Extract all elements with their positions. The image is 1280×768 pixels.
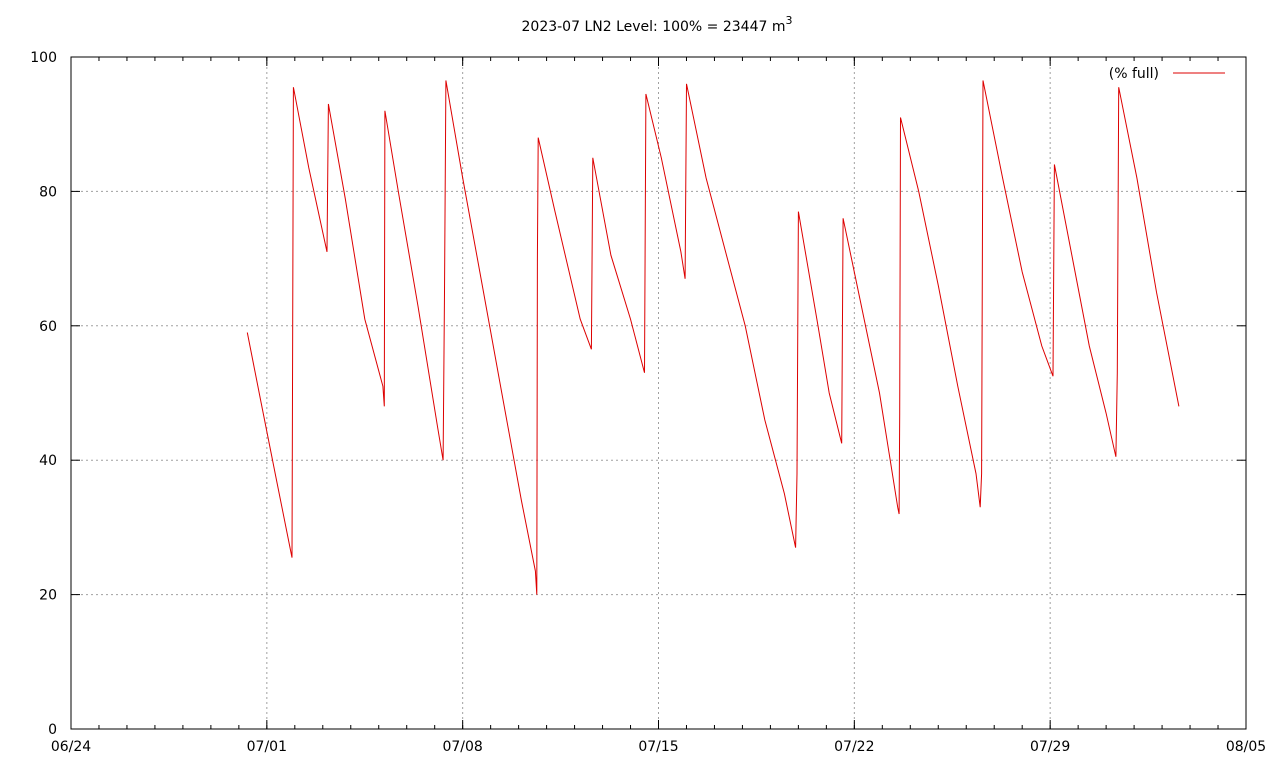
y-tick-label: 20 — [39, 588, 57, 604]
chart-title: 2023-07 LN2 Level: 100% = 23447 m3 — [522, 14, 793, 35]
y-tick-label: 60 — [39, 319, 57, 335]
x-tick-label: 06/24 — [51, 739, 91, 755]
y-tick-label: 80 — [39, 184, 57, 200]
legend: (% full) — [1109, 66, 1225, 82]
chart-title-main: 2023-07 LN2 Level: 100% = 23447 m — [522, 19, 786, 35]
series-line-0 — [246, 80, 1180, 595]
series-layer — [246, 80, 1180, 595]
x-axis: 06/24 07/01 07/08 07/15 07/22 07/29 08/05 — [51, 57, 1266, 755]
x-tick-label: 07/01 — [247, 739, 287, 755]
y-tick-label: 100 — [30, 50, 57, 66]
x-tick-label: 07/29 — [1030, 739, 1070, 755]
x-tick-label: 07/15 — [638, 739, 678, 755]
y-tick-label: 0 — [48, 722, 57, 738]
y-axis: 0 20 40 60 80 100 — [30, 50, 1246, 738]
x-tick-label: 07/08 — [442, 739, 482, 755]
x-tick-label: 08/05 — [1226, 739, 1266, 755]
grid-lines — [71, 57, 1246, 729]
legend-label: (% full) — [1109, 66, 1159, 82]
y-tick-label: 40 — [39, 453, 57, 469]
chart-title-text: 2023-07 LN2 Level: 100% = 23447 m3 — [522, 14, 793, 35]
chart-title-superscript: 3 — [785, 14, 792, 27]
x-tick-label: 07/22 — [834, 739, 874, 755]
